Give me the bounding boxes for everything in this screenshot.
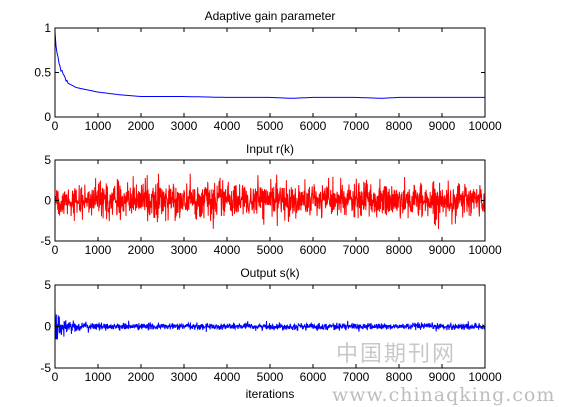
x-tick-label: 0 bbox=[52, 243, 59, 257]
y-tick-label: 0 bbox=[44, 110, 51, 124]
x-tick-label: 6000 bbox=[300, 243, 327, 257]
panel-output: Output s(k) 0 1000 2000 3000 4000 5000 6000 7000… bbox=[40, 266, 502, 401]
chart-title: Adaptive gain parameter bbox=[205, 9, 336, 23]
x-tick-label: 9000 bbox=[429, 243, 456, 257]
x-tick-label: 8000 bbox=[386, 370, 413, 384]
x-tick-label: 5000 bbox=[257, 119, 284, 133]
series-line-adaptive-gain bbox=[54, 31, 485, 99]
x-tick-label: 9000 bbox=[429, 370, 456, 384]
x-tick-label: 10000 bbox=[468, 243, 502, 257]
x-tick-label: 1000 bbox=[85, 370, 112, 384]
x-tick-label: 8000 bbox=[386, 243, 413, 257]
series-line-output bbox=[54, 308, 486, 340]
y-tick-label: 5 bbox=[44, 278, 51, 292]
series-line-input bbox=[54, 173, 486, 230]
x-tick-label: 5000 bbox=[257, 370, 284, 384]
x-tick-label: 1000 bbox=[85, 243, 112, 257]
x-tick-label: 0 bbox=[52, 370, 59, 384]
x-tick-label: 0 bbox=[52, 119, 59, 133]
chart-title: Output s(k) bbox=[240, 266, 299, 280]
x-tick-label: 3000 bbox=[171, 119, 198, 133]
x-tick-label: 3000 bbox=[171, 243, 198, 257]
y-tick-label: 0.5 bbox=[34, 66, 51, 80]
x-tick-label: 10000 bbox=[468, 370, 502, 384]
watermark-url: www.chinaqking.com bbox=[332, 384, 556, 406]
x-tick-label: 6000 bbox=[300, 370, 327, 384]
y-tick-label: 0 bbox=[44, 194, 51, 208]
x-tick-label: 5000 bbox=[257, 243, 284, 257]
watermark-chinese: 中国期刊网 bbox=[336, 342, 457, 367]
y-tick-label: 5 bbox=[44, 153, 51, 167]
x-tick-label: 1000 bbox=[85, 119, 112, 133]
chart-title: Input r(k) bbox=[246, 142, 294, 156]
x-tick-label: 2000 bbox=[128, 243, 155, 257]
x-tick-label: 7000 bbox=[343, 243, 370, 257]
panel-adaptive-gain: Adaptive gain parameter 0 1000 2000 3000 4000… bbox=[34, 9, 502, 133]
x-tick-label: 4000 bbox=[214, 243, 241, 257]
x-tick-label: 4000 bbox=[214, 370, 241, 384]
x-tick-label: 10000 bbox=[468, 119, 502, 133]
panel-input: Input r(k) 0 1000 2000 3000 4000 5000 6000 7000 8… bbox=[40, 142, 502, 257]
x-tick-label: 3000 bbox=[171, 370, 198, 384]
y-tick-label: -5 bbox=[40, 234, 51, 248]
x-tick-label: 4000 bbox=[214, 119, 241, 133]
axes-box bbox=[54, 27, 486, 118]
x-tick-label: 7000 bbox=[343, 119, 370, 133]
x-tick-label: 9000 bbox=[429, 119, 456, 133]
x-tick-label: 6000 bbox=[300, 119, 327, 133]
x-axis-label: iterations bbox=[246, 387, 295, 401]
x-tick-label: 2000 bbox=[128, 119, 155, 133]
x-tick-label: 8000 bbox=[386, 119, 413, 133]
x-tick-label: 7000 bbox=[343, 370, 370, 384]
x-tick-label: 2000 bbox=[128, 370, 155, 384]
y-tick-label: 0 bbox=[44, 320, 51, 334]
y-tick-label: 1 bbox=[44, 21, 51, 35]
y-tick-label: -5 bbox=[40, 361, 51, 375]
